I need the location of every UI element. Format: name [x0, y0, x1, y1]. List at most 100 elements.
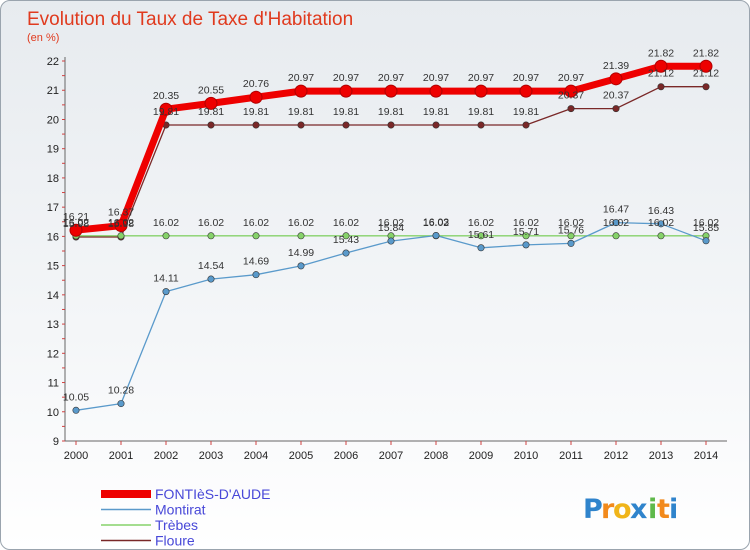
- x-tick-label: 2008: [424, 450, 448, 462]
- data-label: 16.02: [423, 217, 449, 229]
- data-point: [339, 84, 353, 98]
- data-point: [609, 72, 623, 86]
- logo-letter: i: [669, 494, 678, 525]
- data-label: 16.02: [243, 217, 269, 229]
- y-tick-label: 15: [47, 261, 59, 273]
- data-label: 15.71: [513, 226, 539, 238]
- data-point: [702, 237, 710, 245]
- data-point: [477, 244, 485, 252]
- legend-label: FONTIèS-D'AUDE: [155, 486, 270, 502]
- data-point: [702, 83, 710, 91]
- y-tick-label: 14: [47, 290, 59, 302]
- data-label: 16.02: [378, 217, 404, 229]
- data-point: [657, 232, 665, 240]
- data-label: 19.81: [513, 106, 539, 118]
- data-point: [342, 249, 350, 257]
- data-label: 20.97: [513, 72, 539, 84]
- y-tick-label: 10: [47, 407, 59, 419]
- data-point: [522, 121, 530, 129]
- data-point: [249, 90, 263, 104]
- data-label: 16.02: [468, 217, 494, 229]
- data-point: [612, 232, 620, 240]
- data-point: [522, 232, 530, 240]
- x-tick-label: 2001: [109, 450, 133, 462]
- data-point: [207, 232, 215, 240]
- data-label: 14.11: [153, 273, 179, 285]
- data-label: 14.69: [243, 256, 269, 268]
- data-label: 20.97: [468, 72, 494, 84]
- y-tick-label: 22: [47, 56, 59, 68]
- data-label: 20.37: [558, 90, 584, 102]
- y-tick-label: 20: [47, 114, 59, 126]
- data-label: 19.81: [198, 106, 224, 118]
- data-point: [297, 232, 305, 240]
- x-tick-label: 2000: [64, 450, 88, 462]
- data-point: [252, 121, 260, 129]
- y-tick-label: 16: [47, 231, 59, 243]
- data-label: 20.97: [288, 72, 314, 84]
- data-label: 20.97: [558, 72, 584, 84]
- data-label: 16.02: [603, 217, 629, 229]
- legend-label: Trèbes: [155, 517, 198, 533]
- logo-letter: t: [657, 494, 670, 525]
- data-label: 15.84: [378, 222, 404, 234]
- legend-label: Floure: [155, 533, 195, 549]
- legend-label: Montirat: [155, 502, 206, 518]
- data-point: [69, 223, 83, 237]
- data-label: 16.02: [288, 217, 314, 229]
- data-label: 16.02: [198, 217, 224, 229]
- data-label: 21.39: [603, 60, 629, 72]
- data-point: [564, 84, 578, 98]
- y-tick-label: 11: [48, 378, 59, 390]
- logo-letter: i: [648, 494, 657, 525]
- chart-subtitle: (en %): [27, 32, 59, 44]
- x-tick-label: 2010: [514, 450, 538, 462]
- data-label: 20.76: [243, 78, 269, 90]
- data-label: 15.43: [333, 234, 359, 246]
- data-point: [114, 219, 128, 233]
- data-label: 15.98: [63, 218, 89, 230]
- data-label: 16.02: [558, 217, 584, 229]
- data-label: 16.02: [153, 217, 179, 229]
- data-point: [117, 400, 125, 408]
- data-point: [567, 232, 575, 240]
- logo-letter: o: [613, 494, 632, 525]
- series-layer: [69, 59, 713, 414]
- data-point: [612, 219, 620, 227]
- data-point: [294, 84, 308, 98]
- data-point: [477, 121, 485, 129]
- data-label: 16.37: [108, 207, 134, 219]
- data-label: 15.98: [108, 218, 134, 230]
- data-label: 19.81: [333, 106, 359, 118]
- data-label: 16.02: [333, 217, 359, 229]
- x-tick-label: 2005: [289, 450, 313, 462]
- chart-title: Evolution du Taux de Taxe d'Habitation: [27, 9, 353, 30]
- data-label: 15.61: [468, 229, 494, 241]
- data-label: 21.12: [648, 68, 674, 80]
- data-label: 10.05: [63, 391, 89, 403]
- data-point: [72, 406, 80, 414]
- data-label: 20.97: [333, 72, 359, 84]
- data-label: 16.02: [108, 217, 134, 229]
- data-point: [474, 84, 488, 98]
- data-label: 21.82: [693, 47, 719, 59]
- series-line: [75, 221, 707, 411]
- data-point: [654, 59, 668, 73]
- y-tick-label: 21: [47, 85, 59, 97]
- data-label: 21.12: [693, 68, 719, 80]
- data-label: 16.43: [648, 205, 674, 217]
- data-label: 20.35: [153, 90, 179, 102]
- data-label: 16.02: [648, 217, 674, 229]
- data-label: 15.76: [558, 224, 584, 236]
- data-point: [252, 271, 260, 279]
- y-tick-label: 12: [47, 348, 59, 360]
- data-point: [567, 239, 575, 247]
- data-label: 16.47: [603, 204, 629, 216]
- data-label: 19.81: [378, 106, 404, 118]
- x-tick-label: 2013: [649, 450, 673, 462]
- logo-letter: P: [583, 494, 603, 525]
- data-point: [432, 121, 440, 129]
- logo-letter: x: [630, 494, 647, 525]
- data-point: [567, 105, 575, 113]
